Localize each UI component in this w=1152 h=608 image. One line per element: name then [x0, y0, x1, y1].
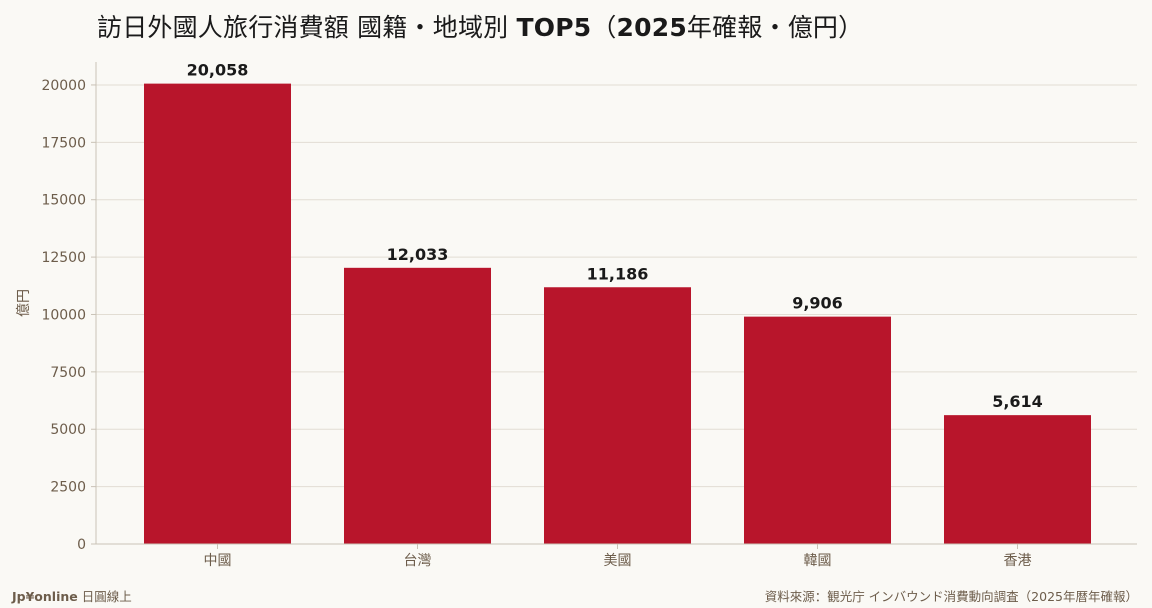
data-label: 9,906: [792, 294, 843, 313]
y-tick-label: 20000: [41, 78, 86, 94]
y-tick-label: 5000: [50, 422, 86, 438]
y-tick-label: 2500: [50, 480, 86, 496]
footer-brand: Jp¥online 日圓線上: [12, 586, 132, 605]
bar: [944, 415, 1091, 544]
data-label: 11,186: [587, 264, 649, 283]
y-tick-label: 12500: [41, 250, 86, 266]
y-axis-label: 億円: [16, 289, 32, 317]
title-year: 2025: [616, 13, 687, 42]
title-suffix: 年確報・億円）: [686, 13, 864, 42]
bar: [544, 287, 691, 544]
x-tick-label: 美國: [604, 553, 632, 569]
bar: [144, 83, 291, 544]
y-tick-label: 7500: [50, 365, 86, 381]
x-tick-label: 韓國: [804, 553, 832, 569]
x-tick-label: 中國: [204, 553, 232, 569]
brand-suffix: 日圓線上: [77, 589, 132, 604]
bar: [744, 316, 891, 544]
y-tick-label: 17500: [41, 135, 86, 151]
title-text: 訪日外國人旅行消費額 國籍・地域別: [97, 13, 517, 42]
y-tick-label: 15000: [41, 193, 86, 209]
y-tick-label: 10000: [41, 307, 86, 323]
footer-source: 資料來源：観光庁 インバウンド消費動向調査（2025年暦年確報）: [764, 589, 1138, 604]
data-label: 5,614: [992, 392, 1043, 411]
x-tick-label: 台灣: [404, 553, 432, 569]
y-tick-label: 0: [77, 537, 86, 553]
chart-title: 訪日外國人旅行消費額 國籍・地域別 TOP5（2025年確報・億円）: [97, 8, 863, 44]
title-top5: TOP5: [516, 13, 592, 42]
bar: [344, 267, 491, 544]
brand-name: Jp¥online: [12, 589, 78, 604]
data-label: 12,033: [387, 245, 449, 264]
data-label: 20,058: [187, 61, 249, 80]
title-paren-open: （: [591, 13, 617, 42]
x-tick-label: 香港: [1004, 553, 1032, 569]
